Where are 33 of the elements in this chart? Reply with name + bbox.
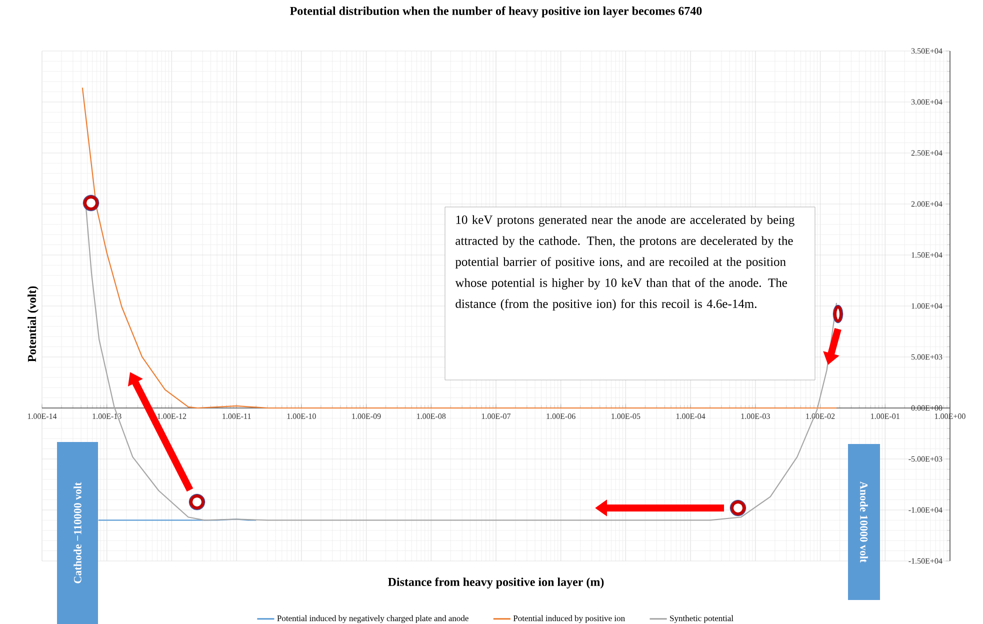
y-tick-label: 1.00E+04: [912, 303, 942, 309]
y-axis-title: Potential (volt): [28, 286, 38, 362]
x-tick-label: 1.00E-04: [676, 414, 706, 419]
x-axis-title: Distance from heavy positive ion layer (m): [388, 577, 604, 589]
legend-label: Potential induced by positive ion: [513, 615, 625, 623]
y-tick-label: -5.00E+03: [908, 456, 942, 462]
annotation: 10 keV protons generated near the anode are accelerated by being attracted by the cathode. Then, the protons are decelerated by the potential barrier of positive ions, and are recoiled at the position whose potential is higher by 10 keV than that of the anode. The distance (from the positive ion) for this recoil is 4.6e-14m.: [455, 215, 794, 311]
x-tick-label: 1.00E-09: [352, 414, 381, 419]
legend-label: Potential induced by negatively charged plate and anode: [277, 615, 468, 623]
x-tick-label: 1.00E-11: [222, 414, 251, 419]
x-tick-label: 1.00E-14: [28, 414, 57, 419]
annotation: Anode 10000 volt: [860, 481, 868, 563]
annotation: Cathode −110000 volt: [74, 482, 82, 584]
y-tick-label: 5.00E+03: [912, 354, 942, 360]
y-tick-label: -1.00E+04: [908, 507, 942, 513]
y-tick-label: 3.50E+04: [911, 48, 942, 54]
x-tick-label: 1.00E-07: [482, 414, 511, 419]
y-tick-label: 3.00E+04: [911, 99, 942, 105]
chart-title: Potential distribution when the number of heavy positive ion layer becomes 6740: [290, 6, 702, 18]
x-tick-label: 1.00E-01: [871, 414, 900, 419]
legend-label: Synthetic potential: [670, 615, 734, 623]
x-tick-label: 1.00E-10: [287, 414, 316, 419]
y-tick-label: -1.50E+04: [908, 558, 942, 564]
x-tick-label: 1.00E-13: [92, 414, 122, 419]
y-tick-label: 2.00E+04: [911, 201, 942, 207]
x-tick-label: 1.00E-08: [417, 414, 446, 419]
x-tick-label: 1.00E-02: [806, 414, 835, 419]
x-tick-label: 1.00E-06: [546, 414, 576, 419]
x-tick-label: 1.00E-05: [612, 414, 640, 419]
x-tick-label: 1.00E-03: [741, 414, 770, 419]
y-tick-label: 2.50E+04: [911, 150, 942, 156]
y-tick-label: 1.50E+04: [912, 252, 942, 258]
x-tick-label: 1.00E-12: [158, 414, 186, 419]
